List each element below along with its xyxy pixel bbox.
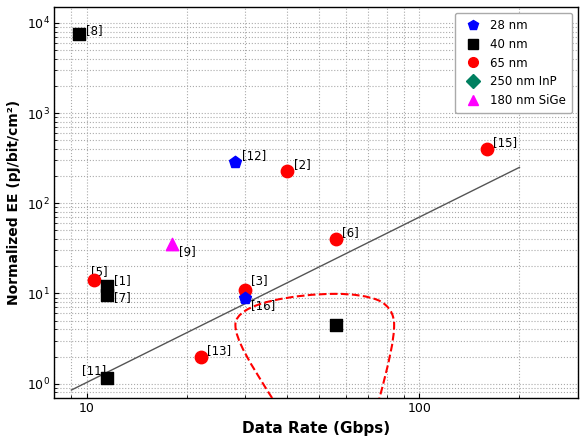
Text: [16]: [16]: [251, 299, 275, 312]
Point: [102, 283, 112, 290]
Point: [167, 241, 176, 248]
Text: [13]: [13]: [208, 344, 232, 357]
Text: [5]: [5]: [91, 265, 108, 278]
Text: [7]: [7]: [113, 291, 130, 304]
Text: [9]: [9]: [178, 245, 195, 258]
Point: [331, 236, 340, 243]
Point: [331, 321, 340, 328]
Point: [230, 158, 240, 165]
Point: [240, 286, 250, 293]
Legend: 28 nm, 40 nm, 65 nm, 250 nm InP, 180 nm SiGe: 28 nm, 40 nm, 65 nm, 250 nm InP, 180 nm …: [455, 13, 572, 113]
Point: [102, 375, 112, 382]
X-axis label: Data Rate (Gbps): Data Rate (Gbps): [242, 421, 390, 436]
Point: [196, 353, 205, 360]
Point: [102, 292, 112, 299]
Point: [74, 31, 84, 38]
Text: [2]: [2]: [294, 158, 311, 171]
Point: [240, 294, 250, 301]
Text: [6]: [6]: [342, 226, 359, 239]
Point: [89, 277, 98, 284]
Text: [15]: [15]: [493, 136, 517, 149]
Point: [483, 145, 492, 152]
Text: [8]: [8]: [86, 24, 103, 37]
Text: [1]: [1]: [113, 273, 130, 287]
Text: [11]: [11]: [82, 364, 106, 377]
Text: [12]: [12]: [242, 149, 267, 162]
Text: [3]: [3]: [251, 274, 267, 287]
Y-axis label: Normalized EE (pJ/bit/cm²): Normalized EE (pJ/bit/cm²): [7, 100, 21, 305]
Point: [282, 167, 291, 174]
